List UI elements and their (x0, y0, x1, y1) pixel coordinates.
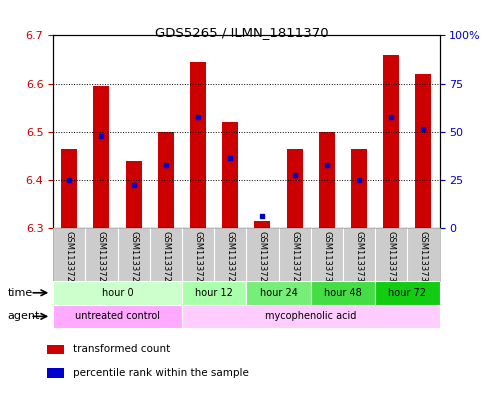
Bar (351, 149, 367, 228)
Text: hour 12: hour 12 (195, 288, 233, 298)
Text: hour 0: hour 0 (102, 288, 133, 298)
Text: untreated control: untreated control (75, 311, 160, 321)
Bar (182, 281, 246, 305)
Text: GSM1133722: GSM1133722 (65, 231, 74, 287)
Text: GSM1133725: GSM1133725 (161, 231, 170, 287)
Text: agent: agent (7, 311, 40, 321)
Bar (53, 305, 182, 328)
Text: GDS5265 / ILMN_1811370: GDS5265 / ILMN_1811370 (155, 26, 328, 39)
Text: mycophenolic acid: mycophenolic acid (265, 311, 356, 321)
Text: hour 48: hour 48 (324, 288, 362, 298)
Bar (375, 281, 440, 305)
Bar (286, 149, 303, 228)
Text: percentile rank within the sample: percentile rank within the sample (72, 367, 249, 378)
Bar (182, 305, 440, 328)
Bar (190, 62, 206, 228)
Bar (93, 86, 110, 228)
Text: GSM1133730: GSM1133730 (322, 231, 331, 287)
Bar (61, 149, 77, 228)
Text: GSM1133731: GSM1133731 (355, 231, 364, 287)
Text: GSM1133723: GSM1133723 (97, 231, 106, 287)
Text: GSM1133726: GSM1133726 (194, 231, 202, 287)
Text: GSM1133727: GSM1133727 (226, 231, 235, 287)
Bar (415, 74, 431, 228)
Text: hour 24: hour 24 (259, 288, 298, 298)
Text: time: time (7, 288, 32, 298)
Text: GSM1133733: GSM1133733 (419, 231, 428, 287)
Bar (246, 281, 311, 305)
Bar (53, 281, 182, 305)
Bar (255, 221, 270, 228)
Bar (126, 161, 142, 228)
Text: GSM1133729: GSM1133729 (290, 231, 299, 287)
Bar (222, 122, 238, 228)
Text: GSM1133724: GSM1133724 (129, 231, 138, 287)
Text: transformed count: transformed count (72, 344, 170, 354)
Bar (47, 367, 64, 378)
Text: GSM1133728: GSM1133728 (258, 231, 267, 287)
Text: GSM1133732: GSM1133732 (387, 231, 396, 287)
Bar (47, 345, 64, 354)
Bar (319, 132, 335, 228)
Bar (383, 55, 399, 228)
Bar (311, 281, 375, 305)
Bar (158, 132, 174, 228)
Text: hour 72: hour 72 (388, 288, 426, 298)
